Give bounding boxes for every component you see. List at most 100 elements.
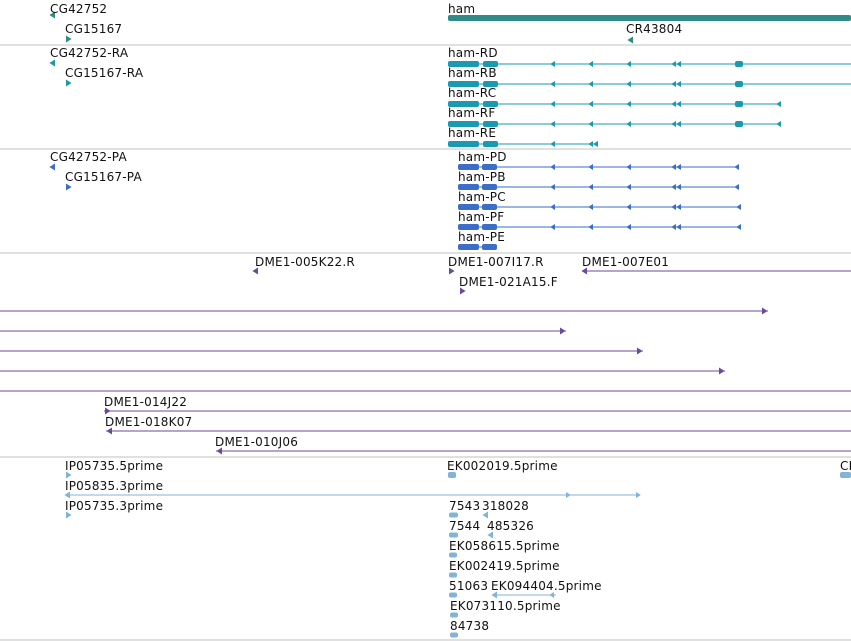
est-label[interactable]: EK094404.5prime [491,579,602,593]
strand-arrow [588,121,593,127]
transcript-label[interactable]: CG42752-RA [50,46,129,60]
strand-arrow [776,101,781,107]
strand-arrow [550,141,555,147]
clone-label[interactable]: DME1-018K07 [105,415,193,429]
est-label[interactable]: EK073110.5prime [450,599,561,613]
strand-arrow [736,224,741,230]
cds-label[interactable]: ham-PC [458,190,506,204]
cds-arrow [66,183,72,191]
est-block [450,612,458,618]
strand-arrow [550,81,555,87]
strand-arrow [550,101,555,107]
est-label[interactable]: 84738 [450,619,490,633]
est-block [449,592,457,598]
transcript-label[interactable]: ham-RC [448,86,497,100]
strand-arrow [550,121,555,127]
strand-arrow [550,164,555,170]
est-label[interactable]: 485326 [487,519,535,533]
cds-label[interactable]: ham-PF [458,210,505,224]
strand-arrow [550,61,555,67]
strand-arrow [626,204,631,210]
est-arrow [636,492,641,498]
est-label[interactable]: IP05735.3prime [65,499,164,513]
cds-label[interactable]: ham-PB [458,170,506,184]
est-block [449,532,458,538]
gene-arrow [66,35,72,43]
strand-arrow [588,184,593,190]
est-arrow [549,592,554,598]
cds-label[interactable]: ham-PD [458,150,507,164]
clone-label[interactable]: DME1-007E01 [582,255,670,269]
est-arrow [491,591,497,599]
cds-block [482,184,497,190]
gene-label[interactable]: CG42752 [50,2,108,16]
transcript-label[interactable]: ham-RD [448,46,498,60]
est-label[interactable]: IP05835.3prime [65,479,164,493]
transcript-label[interactable]: ham-RE [448,126,497,140]
est-block [449,572,457,578]
transcript-label[interactable]: ham-RF [448,106,496,120]
clone-label[interactable]: DME1-005K22.R [255,255,355,269]
est-label[interactable]: EK002019.5prime [447,459,558,473]
cds-label[interactable]: CG15167-PA [65,170,142,184]
est-label[interactable]: EK002419.5prime [449,559,560,573]
est-label[interactable]: 318028 [482,499,530,513]
strand-arrow [626,164,631,170]
gene-label[interactable]: ham [448,2,476,16]
cds-block [458,204,479,210]
exon-block [448,81,479,87]
strand-arrow [736,204,741,210]
est-arrow [66,471,72,479]
strand-arrow [626,61,631,67]
clone-label[interactable]: DME1-007I17.R [448,255,544,269]
cds-block [482,224,497,230]
est-label[interactable]: EK058615.5prime [449,539,560,553]
est-arrow [66,511,72,519]
strand-arrow [676,184,681,190]
exon-block [483,121,498,127]
clone-arrow [252,267,258,275]
est-block [448,472,456,478]
clone-label[interactable]: DME1-010J06 [215,435,299,449]
est-arrow [487,531,493,539]
clone-label[interactable]: DME1-014J22 [104,395,188,409]
exon-block [735,81,743,87]
strand-arrow [671,61,676,67]
est-label[interactable]: 51063 [449,579,489,593]
strand-arrow [671,101,676,107]
exon-block [483,81,498,87]
clone-arrow [560,327,566,335]
est-arrow [566,492,571,498]
strand-arrow [776,121,781,127]
est-label[interactable]: CK [840,459,851,473]
strand-arrow [588,141,593,147]
est-label[interactable]: IP05735.5prime [65,459,164,473]
gene-label[interactable]: CR43804 [626,22,683,36]
cds-block [482,244,497,250]
est-label[interactable]: 7543 [449,499,481,513]
cds-label[interactable]: CG42752-PA [50,150,127,164]
strand-arrow [676,101,681,107]
est-label[interactable]: 7544 [449,519,481,533]
clone-arrow [449,267,455,275]
clone-arrow [581,267,587,275]
strand-arrow [550,184,555,190]
exon-block [735,101,743,107]
transcript-label[interactable]: CG15167-RA [65,66,144,80]
est-arrow [482,511,488,519]
exon-block [448,121,479,127]
est-arrow [64,491,70,499]
exon-block [448,101,479,107]
clone-label[interactable]: DME1-021A15.F [459,275,558,289]
transcript-arrow [66,79,72,87]
cds-block [458,244,479,250]
transcript-label[interactable]: ham-RB [448,66,497,80]
est-block [449,512,458,518]
exon-block [483,141,498,147]
est-block [840,472,851,478]
cds-label[interactable]: ham-PE [458,230,505,244]
est-block [449,552,457,558]
gene-label[interactable]: CG15167 [65,22,123,36]
strand-arrow [588,101,593,107]
